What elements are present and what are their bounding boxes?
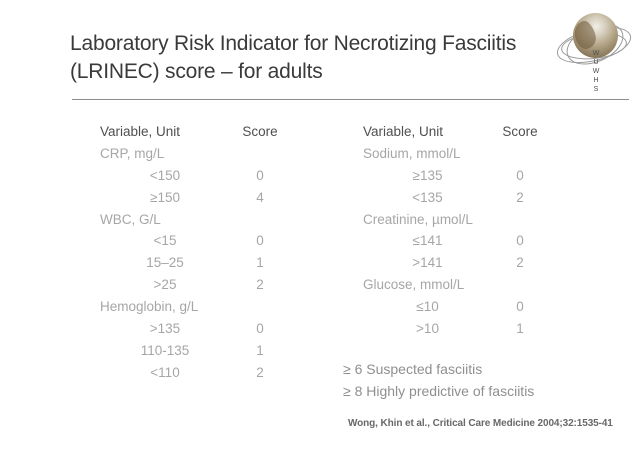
range-label: >141 [412,255,443,271]
table-row: <135 2 [363,187,548,209]
table-row: Hemoglobin, g/L [100,296,290,318]
score-value [230,143,290,165]
table-header-row: Variable, Unit Score [363,121,548,143]
score-value: 2 [256,277,264,293]
table-row: Creatinine, µmol/L [363,209,548,231]
page-title: Laboratory Risk Indicator for Necrotizin… [70,30,575,86]
score-value: 1 [516,321,524,337]
range-label: <135 [412,189,443,205]
score-value [492,274,548,296]
score-value [492,143,548,165]
range-label: ≤10 [416,299,439,315]
column-header-score: Score [502,124,538,139]
range-label: >135 [149,321,181,337]
table-row: <15 0 [100,230,290,252]
variable-label: CRP, mg/L [100,145,165,161]
range-label: >10 [416,321,439,337]
table-row: >141 2 [363,252,548,274]
table-row: ≥135 0 [363,165,548,187]
range-label: 110-135 [140,342,190,358]
range-label: ≥150 [150,189,180,205]
page-title-line1: Laboratory Risk Indicator for Necrotizin… [70,32,517,55]
table-row: Glucose, mmol/L [363,274,548,296]
table-row: <150 0 [100,165,290,187]
score-value: 4 [256,189,264,205]
score-value: 0 [516,233,524,249]
table-row: CRP, mg/L [100,143,290,165]
table-row: 110-135 1 [100,340,290,362]
score-value [230,209,290,231]
globe-icon [573,13,618,58]
range-label: <110 [150,364,180,380]
score-value: 0 [516,299,524,315]
note-predictive: ≥ 8 Highly predictive of fasciitis [343,383,535,399]
logo-letter: U [593,59,599,66]
table-row: ≤141 0 [363,230,548,252]
range-label: ≤141 [412,233,443,249]
variable-label: Sodium, mmol/L [363,145,461,161]
column-header-variable: Variable, Unit [363,124,444,139]
score-table-left: Variable, Unit Score CRP, mg/L <150 0 ≥1… [100,121,290,384]
logo-letter: W [592,68,600,75]
variable-label: Hemoglobin, g/L [100,299,199,315]
table-row: WBC, G/L [100,209,290,231]
variable-label: WBC, G/L [100,211,161,227]
table-row: >25 2 [100,274,290,296]
interpretation-notes: ≥ 6 Suspected fasciitis ≥ 8 Highly predi… [343,358,534,402]
variable-label: Creatinine, µmol/L [363,211,473,227]
score-value: 0 [256,167,264,183]
table-header-row: Variable, Unit Score [100,121,290,143]
table-row: 15–25 1 [100,252,290,274]
score-value [492,209,548,231]
score-value: 0 [516,167,524,183]
score-value: 2 [516,255,524,271]
column-header-score: Score [242,124,278,139]
range-label: 15–25 [146,255,184,271]
table-row: >10 1 [363,318,548,340]
table-row: <110 2 [100,362,290,384]
range-label: <15 [153,233,177,249]
table-row: ≤10 0 [363,296,548,318]
logo-letter: H [593,77,599,84]
table-row: >135 0 [100,318,290,340]
score-value: 0 [256,233,264,249]
score-value: 2 [516,189,524,205]
column-header-variable: Variable, Unit [100,124,181,139]
wuwhs-logo: W U W H S [550,8,638,108]
title-divider [72,99,629,100]
score-value [230,296,290,318]
score-table-right: Variable, Unit Score Sodium, mmol/L ≥135… [363,121,548,340]
logo-letters: W U W H S [590,49,602,94]
score-value: 1 [256,342,264,358]
logo-letter: S [593,86,599,93]
range-label: ≥135 [412,167,443,183]
range-label: >25 [153,277,177,293]
citation: Wong, Khin et al., Critical Care Medicin… [348,418,613,429]
page-title-line2: (LRINEC) score – for adults [70,60,323,83]
range-label: <150 [149,167,181,183]
score-value: 2 [256,364,264,380]
table-row: ≥150 4 [100,187,290,209]
logo-letter: W [592,50,600,57]
note-suspected: ≥ 6 Suspected fasciitis [343,361,483,377]
variable-label: Glucose, mmol/L [363,277,465,293]
score-value: 1 [256,255,264,271]
score-value: 0 [256,321,264,337]
table-row: Sodium, mmol/L [363,143,548,165]
